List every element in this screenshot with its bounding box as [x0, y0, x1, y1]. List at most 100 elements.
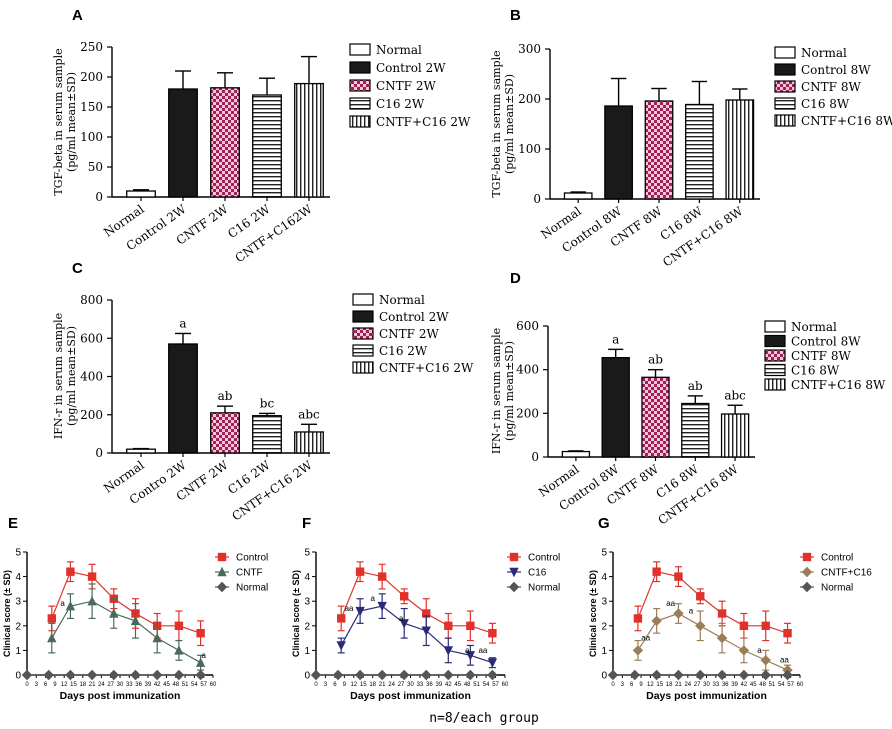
x-tick-label: 0 [314, 682, 318, 688]
x-tick-label: 30 [117, 682, 124, 688]
data-point [355, 567, 365, 576]
bar-1 [563, 192, 593, 200]
y-tick-label: 3 [601, 597, 607, 608]
x-tick-label: CNTF+C162W [233, 202, 316, 266]
legend-swatch [349, 115, 371, 128]
data-point [695, 669, 706, 681]
data-point [130, 669, 141, 681]
legend-label: CNTF [236, 568, 263, 579]
data-point [195, 669, 206, 681]
panel-label: C [72, 260, 83, 277]
x-tick-label: 0 [25, 682, 29, 688]
y-tick-label: 5 [15, 548, 21, 559]
y-tick-label: 2 [304, 621, 310, 632]
x-tick-label: 0 [611, 682, 615, 688]
x-tick-label: 42 [741, 682, 748, 688]
x-tick-label: 45 [750, 682, 757, 688]
x-tick-label: 42 [445, 682, 452, 688]
legend-swatch [349, 61, 371, 74]
series-normal [607, 669, 793, 681]
data-point [421, 626, 431, 636]
panel-label: B [510, 7, 521, 24]
significance-label: ab [648, 353, 663, 367]
data-point [310, 669, 322, 681]
data-point [717, 609, 727, 618]
significance-label: ab [218, 389, 233, 403]
data-point [629, 669, 641, 681]
y-axis-label: Clinical score (± SD) [588, 570, 598, 657]
data-point [66, 567, 75, 576]
legend-swatch [349, 97, 371, 110]
x-tick-label: 15 [656, 682, 663, 688]
legend-label: Control 2W [376, 61, 446, 75]
x-tick-label: 39 [731, 682, 738, 688]
data-point [652, 567, 661, 576]
x-tick-label: 6 [333, 682, 337, 688]
x-tick-label: 51 [769, 682, 776, 688]
y-tick-label: 0 [601, 671, 607, 682]
x-tick-label: 9 [639, 682, 643, 688]
y-axis-label-line1: TGF-beta in serum sample [490, 50, 503, 197]
x-tick-label: 12 [350, 682, 357, 688]
data-point [196, 628, 205, 638]
y-axis-label-line2: (pg/ml mean±SD) [503, 341, 516, 441]
legend-label: CNTF+C16 8W [791, 378, 886, 392]
data-point [377, 572, 387, 581]
legend-swatch [774, 80, 796, 93]
legend-swatch [352, 293, 374, 306]
data-point [86, 669, 98, 681]
legend-swatch [774, 97, 796, 110]
x-tick-label: 54 [778, 682, 785, 688]
x-tick-label: 51 [182, 682, 189, 688]
x-tick-label: 45 [163, 682, 170, 688]
x-tick-label: 21 [379, 682, 386, 688]
y-tick-label: 4 [304, 572, 310, 583]
bar-1 [561, 450, 591, 458]
significance-label: abc [298, 407, 320, 421]
bar-1 [126, 448, 156, 454]
data-point [65, 669, 76, 681]
data-point [47, 614, 56, 623]
x-tick-label: 33 [126, 682, 133, 688]
y-tick-label: 100 [518, 142, 541, 156]
significance-label: a [399, 614, 404, 623]
x-tick-label: 3 [324, 682, 328, 688]
x-tick-label: 60 [210, 682, 217, 688]
y-tick-label: 5 [601, 548, 607, 559]
data-point [716, 669, 728, 681]
bar-2 [601, 357, 630, 458]
significance-label: ab [688, 379, 703, 393]
legend-label: CNTF+C16 8W [801, 114, 892, 128]
legend-swatch [352, 344, 374, 357]
significance-label: a [370, 594, 375, 603]
legend-label: Normal [376, 43, 422, 57]
x-tick-label: 42 [154, 682, 161, 688]
x-axis-label: Days post immunization [60, 690, 181, 702]
legend-marker [509, 567, 519, 578]
y-tick-label: 1 [601, 646, 607, 657]
data-point [152, 632, 162, 643]
x-tick-label: 54 [483, 682, 490, 688]
legend-label: Normal [791, 320, 837, 334]
significance-label: a [179, 316, 186, 330]
x-tick-label: 18 [79, 682, 86, 688]
series-normal [21, 669, 206, 681]
panel-label: E [8, 515, 18, 532]
y-tick-label: 400 [516, 363, 539, 377]
legend-marker [508, 581, 520, 593]
legend-swatch [764, 363, 786, 377]
data-point [400, 592, 409, 601]
footer-caption: n=8/each group [429, 711, 539, 726]
y-tick-label: 1 [304, 646, 310, 657]
series-control [337, 561, 497, 644]
data-point [739, 621, 749, 630]
y-tick-label: 2 [601, 621, 607, 632]
y-axis-label-line1: TGF-beta in serum sample [52, 48, 65, 195]
legend-label: Control 2W [379, 310, 449, 324]
data-point [421, 669, 432, 681]
y-axis-label: TGF-beta in serum sample(pg/ml mean±SD) [490, 50, 516, 197]
x-tick-label: 9 [343, 682, 347, 688]
significance-label: a [757, 646, 762, 655]
y-tick-label: 3 [15, 597, 21, 608]
